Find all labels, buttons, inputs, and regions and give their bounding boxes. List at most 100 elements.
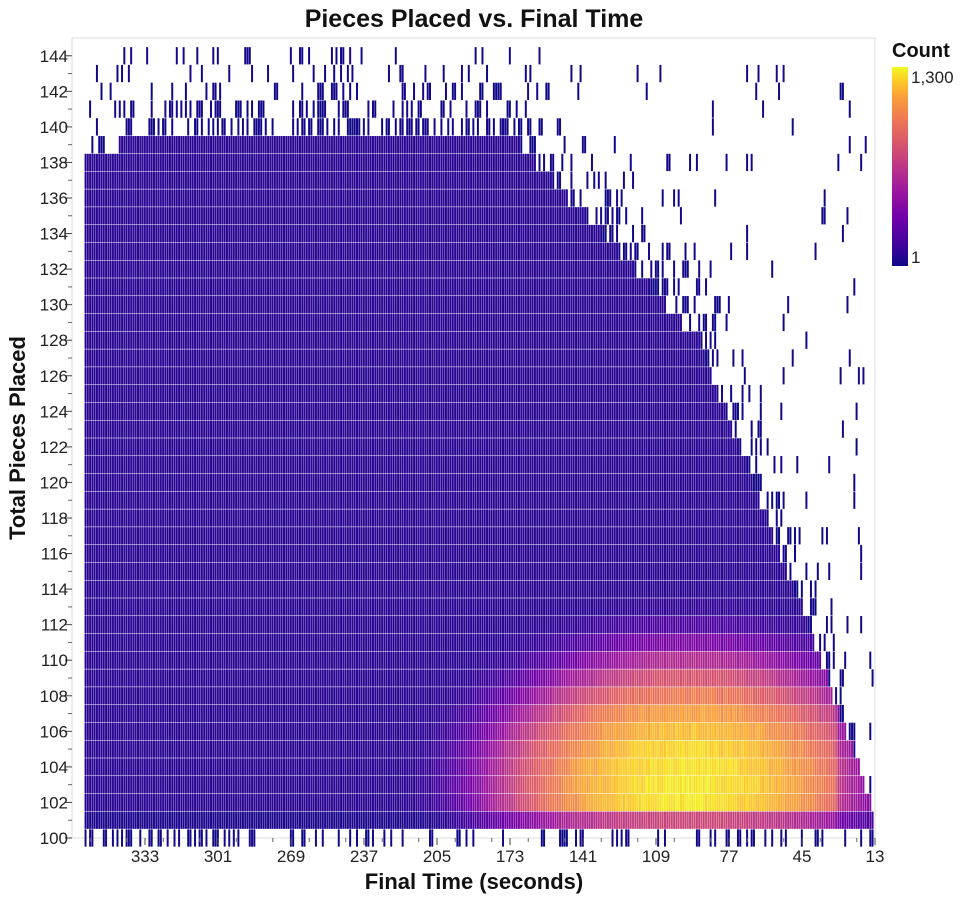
heatmap-cell [536, 811, 539, 829]
heatmap-cell [604, 633, 607, 652]
heatmap-cell [714, 829, 717, 847]
heatmap-cell [748, 527, 751, 545]
heatmap-cell [517, 207, 520, 225]
heatmap-cell [600, 793, 603, 812]
heatmap-cell [723, 811, 726, 829]
heatmap-cell [492, 704, 495, 723]
heatmap-cell [549, 438, 552, 456]
heatmap-cell [565, 456, 568, 474]
heatmap-cell [579, 438, 582, 456]
heatmap-cell [529, 527, 532, 545]
heatmap-cell [622, 296, 625, 314]
heatmap-cell [707, 793, 710, 812]
heatmap-cell [837, 704, 840, 723]
heatmap-cell [492, 242, 495, 260]
heatmap-cell [741, 651, 744, 669]
heatmap-cell [661, 349, 664, 367]
heatmap-cell [652, 704, 655, 723]
heatmap-cell [559, 722, 562, 740]
heatmap-cell [600, 598, 603, 616]
heatmap-cell [474, 153, 477, 172]
heatmap-cell [533, 544, 536, 563]
heatmap-cell [524, 242, 527, 260]
heatmap-cell [597, 402, 600, 420]
heatmap-cell [711, 758, 714, 776]
heatmap-cell [524, 544, 527, 563]
heatmap-cell [679, 580, 682, 598]
heatmap-cell [784, 776, 787, 794]
heatmap-cell [780, 651, 783, 669]
heatmap-cell [579, 704, 582, 723]
heatmap-cell [727, 633, 730, 652]
heatmap-cell [768, 598, 771, 616]
heatmap-cell [698, 580, 701, 598]
heatmap-cell [675, 669, 678, 687]
heatmap-cell [554, 598, 557, 616]
heatmap-cell [536, 669, 539, 687]
heatmap-cell [527, 616, 530, 634]
heatmap-cell [524, 189, 527, 207]
heatmap-cell [536, 367, 539, 385]
heatmap-cell [620, 793, 623, 812]
heatmap-cell [488, 402, 491, 420]
heatmap-cell [705, 740, 708, 758]
heatmap-cell [602, 420, 605, 438]
heatmap-cell [746, 616, 749, 634]
heatmap-cell [492, 669, 495, 687]
heatmap-cell [748, 616, 751, 634]
heatmap-cell [531, 384, 534, 403]
heatmap-cell [575, 740, 577, 758]
heatmap-cell [698, 669, 701, 687]
heatmap-cell [513, 384, 516, 403]
heatmap-cell [604, 704, 607, 723]
heatmap-cell [636, 420, 639, 438]
heatmap-cell [762, 509, 765, 527]
heatmap-cell [689, 384, 692, 403]
heatmap-cell [570, 153, 573, 172]
heatmap-cell [577, 740, 580, 758]
heatmap-cell [693, 598, 696, 616]
heatmap-cell [641, 758, 644, 776]
heatmap-cell [568, 633, 571, 652]
heatmap-cell [625, 260, 628, 278]
heatmap-cell [492, 776, 495, 794]
heatmap-cell [547, 349, 550, 367]
heatmap-cell [652, 296, 655, 314]
heatmap-cell [472, 793, 475, 812]
heatmap-cell [495, 509, 498, 527]
heatmap-cell [593, 224, 596, 243]
heatmap-cell [536, 349, 539, 367]
heatmap-cell [497, 793, 500, 812]
heatmap-cell [579, 420, 582, 438]
heatmap-cell [584, 527, 587, 545]
heatmap-cell [474, 704, 477, 723]
heatmap-cell [663, 544, 666, 563]
heatmap-cell [616, 758, 619, 776]
heatmap-cell [517, 544, 520, 563]
heatmap-cell [787, 776, 790, 794]
heatmap-cell [659, 616, 662, 634]
heatmap-cell [476, 811, 479, 829]
heatmap-cell [568, 456, 571, 474]
heatmap-cell [520, 118, 523, 136]
heatmap-cell [762, 776, 765, 794]
heatmap-cell [502, 207, 504, 225]
heatmap-cell [495, 598, 498, 616]
heatmap-cell [570, 242, 573, 260]
heatmap-cell [575, 669, 577, 687]
heatmap-cell [474, 669, 477, 687]
heatmap-cell [636, 456, 639, 474]
heatmap-cell [796, 669, 799, 687]
heatmap-cell [522, 491, 525, 509]
heatmap-cell [689, 758, 692, 776]
heatmap-cell [479, 527, 482, 545]
heatmap-cell [627, 438, 630, 456]
heatmap-cell [476, 136, 479, 154]
heatmap-cell [540, 402, 543, 420]
heatmap-cell [654, 580, 657, 598]
heatmap-cell [691, 811, 694, 829]
heatmap-cell [663, 331, 666, 349]
heatmap-cell [794, 580, 796, 598]
heatmap-cell [741, 580, 744, 598]
heatmap-cell [575, 438, 577, 456]
